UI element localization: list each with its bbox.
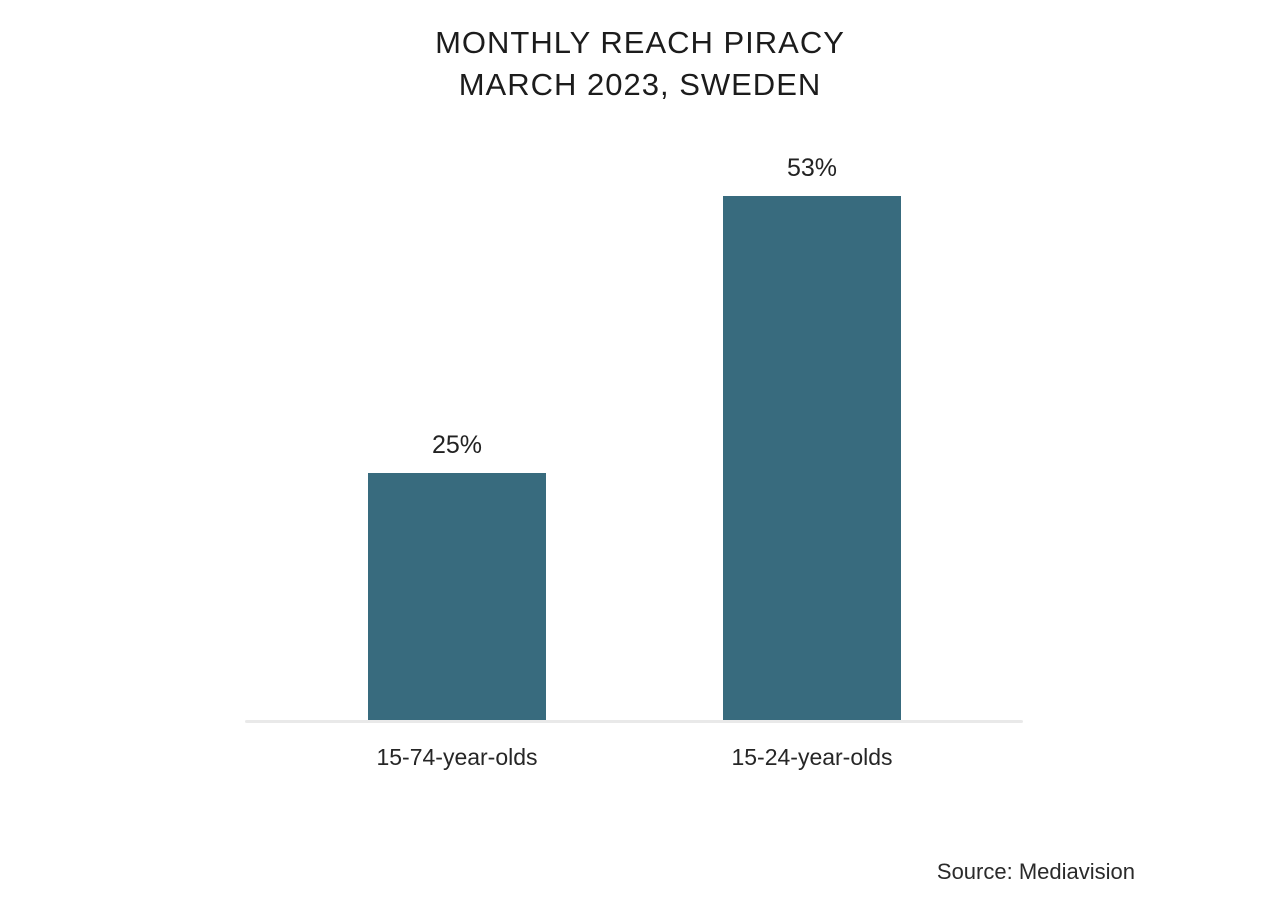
chart-title-line-2: MARCH 2023, SWEDEN [458,67,822,102]
bar-value-label: 25% [431,431,483,459]
source-note: Source: Mediavision [936,859,1135,884]
category-label: 15-24-year-olds [731,744,893,770]
chart-title: MONTHLY REACH PIRACY MARCH 2023, SWEDEN [0,22,1280,106]
bar-value-label: 53% [786,154,838,182]
bar-15-74-year-olds [368,473,546,720]
chart-title-line-1: MONTHLY REACH PIRACY [435,25,845,60]
category-label: 15-74-year-olds [376,744,538,770]
x-axis-baseline [245,720,1023,723]
bar-15-24-year-olds [723,196,901,720]
